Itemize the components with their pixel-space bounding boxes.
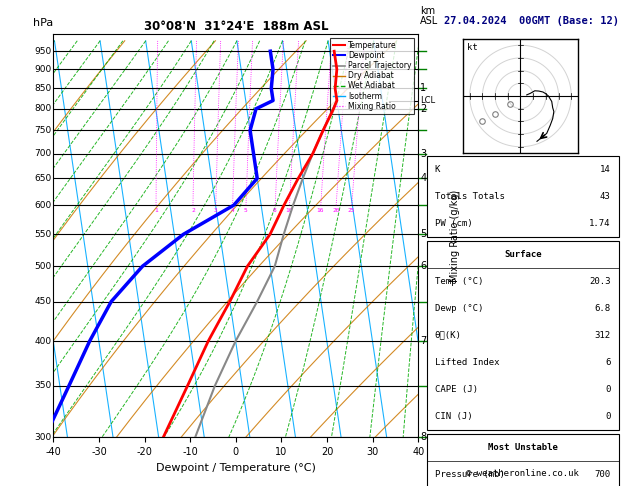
Text: 700: 700 <box>594 469 611 479</box>
Text: 5: 5 <box>420 229 426 239</box>
Text: 2: 2 <box>420 104 426 114</box>
Text: 7: 7 <box>420 336 426 346</box>
Text: LCL: LCL <box>420 96 435 105</box>
Text: 800: 800 <box>35 104 52 113</box>
Text: 10: 10 <box>286 208 293 213</box>
Text: 6: 6 <box>605 358 611 366</box>
Text: 25: 25 <box>348 208 355 213</box>
Text: 6.8: 6.8 <box>594 304 611 312</box>
Bar <box>426 434 619 486</box>
Text: 1: 1 <box>154 208 158 213</box>
Text: 750: 750 <box>35 126 52 135</box>
Text: Pressure (mb): Pressure (mb) <box>435 469 504 479</box>
Text: 27.04.2024  00GMT (Base: 12): 27.04.2024 00GMT (Base: 12) <box>444 16 619 26</box>
Text: 2: 2 <box>191 208 195 213</box>
Text: hPa: hPa <box>33 18 53 28</box>
Text: 400: 400 <box>35 336 52 346</box>
Text: 8: 8 <box>273 208 277 213</box>
Text: Mixing Ratio (g/kg): Mixing Ratio (g/kg) <box>450 190 460 282</box>
Text: 6: 6 <box>420 261 426 271</box>
Text: 312: 312 <box>594 330 611 340</box>
Text: 3: 3 <box>214 208 218 213</box>
Text: Lifted Index: Lifted Index <box>435 358 499 366</box>
Text: 14: 14 <box>600 165 611 174</box>
Text: 900: 900 <box>35 65 52 74</box>
Text: Totals Totals: Totals Totals <box>435 191 504 201</box>
Text: 350: 350 <box>35 381 52 390</box>
Text: 5: 5 <box>244 208 248 213</box>
Text: 850: 850 <box>35 84 52 93</box>
Text: 600: 600 <box>35 201 52 209</box>
Text: 20.3: 20.3 <box>589 277 611 286</box>
Text: 4: 4 <box>231 208 235 213</box>
Text: θᴄ(K): θᴄ(K) <box>435 330 462 340</box>
Text: 0: 0 <box>605 384 611 394</box>
Title: 30°08'N  31°24'E  188m ASL: 30°08'N 31°24'E 188m ASL <box>143 20 328 33</box>
Text: 500: 500 <box>35 262 52 271</box>
Text: © weatheronline.co.uk: © weatheronline.co.uk <box>466 469 579 478</box>
Legend: Temperature, Dewpoint, Parcel Trajectory, Dry Adiabat, Wet Adiabat, Isotherm, Mi: Temperature, Dewpoint, Parcel Trajectory… <box>330 38 415 114</box>
Bar <box>426 156 619 237</box>
Text: Temp (°C): Temp (°C) <box>435 277 483 286</box>
Text: 16: 16 <box>317 208 324 213</box>
Text: 20: 20 <box>332 208 340 213</box>
Text: K: K <box>435 165 440 174</box>
Text: CAPE (J): CAPE (J) <box>435 384 477 394</box>
Text: km
ASL: km ASL <box>420 6 438 26</box>
X-axis label: Dewpoint / Temperature (°C): Dewpoint / Temperature (°C) <box>156 463 316 473</box>
Text: 0: 0 <box>605 412 611 421</box>
Text: PW (cm): PW (cm) <box>435 219 472 227</box>
Text: Most Unstable: Most Unstable <box>487 443 558 451</box>
Text: 4: 4 <box>420 174 426 183</box>
Text: 300: 300 <box>35 433 52 442</box>
Text: 1.74: 1.74 <box>589 219 611 227</box>
Text: 1: 1 <box>420 84 426 93</box>
Text: 700: 700 <box>35 149 52 158</box>
Text: kt: kt <box>467 43 477 52</box>
Bar <box>426 241 619 430</box>
Text: 650: 650 <box>35 174 52 183</box>
Text: Dewp (°C): Dewp (°C) <box>435 304 483 312</box>
Text: Surface: Surface <box>504 249 542 259</box>
Text: 550: 550 <box>35 230 52 239</box>
Text: 43: 43 <box>600 191 611 201</box>
Text: 950: 950 <box>35 47 52 56</box>
Text: CIN (J): CIN (J) <box>435 412 472 421</box>
Text: 8: 8 <box>420 433 426 442</box>
Text: 3: 3 <box>420 149 426 158</box>
Text: 450: 450 <box>35 297 52 306</box>
